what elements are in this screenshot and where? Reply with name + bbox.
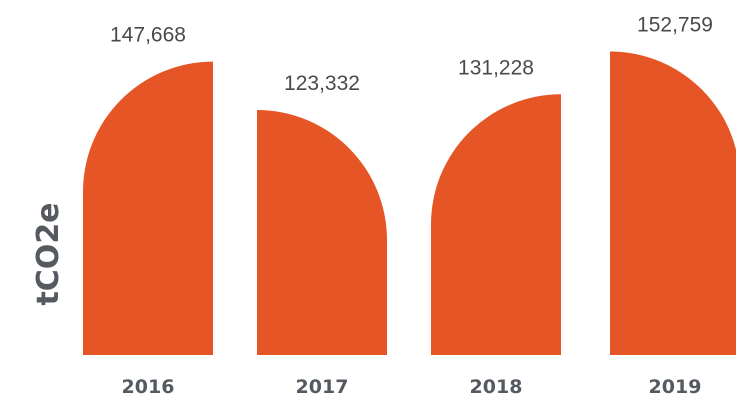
value-label-2019: 152,759 — [637, 14, 713, 37]
value-label-2018: 131,228 — [458, 56, 534, 79]
value-label-2017: 123,332 — [284, 72, 360, 95]
bar-2016 — [83, 61, 213, 355]
bar-2019 — [610, 51, 736, 355]
bars — [83, 51, 736, 355]
category-label-2019: 2019 — [649, 376, 702, 398]
value-labels: 147,668 123,332 131,228 152,759 — [110, 14, 713, 95]
y-axis-title: tCO2e — [31, 202, 66, 305]
category-label-2016: 2016 — [122, 376, 175, 398]
value-label-2016: 147,668 — [110, 24, 186, 47]
category-label-2018: 2018 — [470, 376, 523, 398]
category-label-2017: 2017 — [296, 376, 349, 398]
bar-2017 — [257, 109, 387, 355]
bar-2018 — [431, 94, 561, 355]
category-labels: 2016 2017 2018 2019 — [122, 376, 702, 398]
